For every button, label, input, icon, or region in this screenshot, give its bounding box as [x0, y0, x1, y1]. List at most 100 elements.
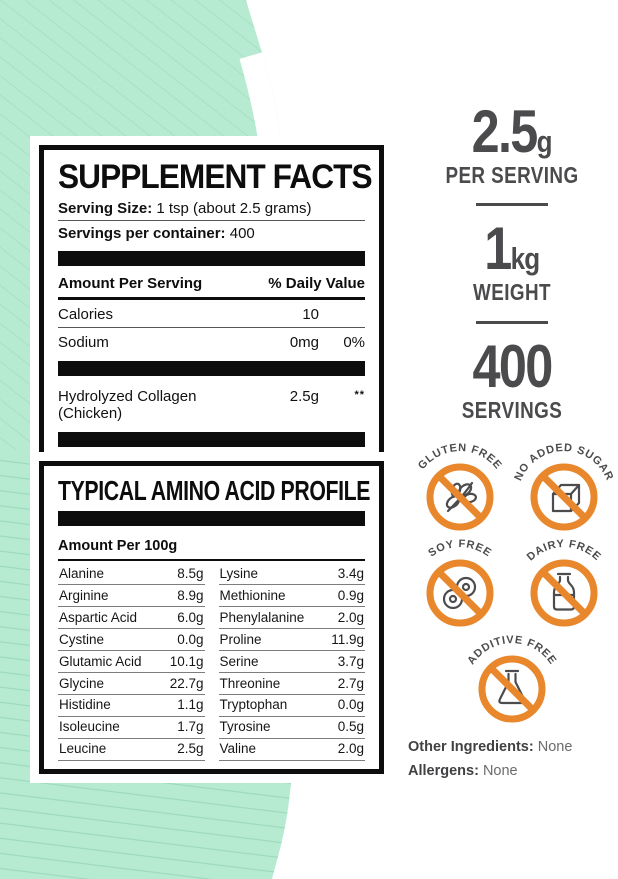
servings-value: 400	[229, 224, 255, 242]
row-name: Sodium	[58, 333, 109, 351]
amino-value: 1.1g	[177, 697, 204, 713]
table-row: Glycine 22.7g	[58, 673, 205, 695]
allergens-label: Allergens:	[408, 762, 479, 779]
servings-per-container-row: Servings per container: 400	[58, 221, 365, 245]
prohibition-circle-icon	[426, 559, 494, 627]
table-row: Methionine 0.9g	[218, 585, 365, 608]
daily-value-header: % Daily Value	[268, 274, 365, 292]
amino-table-right-column: Lysine 3.4g Methionine 0.9g Phenylalanine 2…	[218, 563, 365, 761]
table-row: Histidine 1.1g	[58, 695, 205, 717]
other-ingredients-value: None	[537, 738, 573, 755]
amino-value: 0.0g	[337, 697, 364, 713]
table-row: Tyrosine 0.5g	[218, 717, 365, 739]
other-ingredients-line: Other Ingredients: None	[408, 739, 618, 755]
ingredients-footer: Other Ingredients: None Allergens: None	[400, 739, 618, 779]
per-serving-unit: g	[536, 124, 553, 159]
amino-value: 2.0g	[337, 609, 364, 625]
row-name: Hydrolyzed Collagen (Chicken)	[58, 387, 197, 422]
amino-value: 0.9g	[337, 587, 364, 603]
stat-servings: 400 SERVINGS	[400, 336, 618, 423]
table-row: Leucine 2.5g	[58, 739, 205, 761]
table-row: Isoleucine 1.7g	[58, 717, 205, 739]
soy-free-badge: SOY FREE	[426, 538, 494, 627]
serving-size-value: 1 tsp (about 2.5 grams)	[156, 199, 312, 217]
thick-divider-bar	[58, 511, 365, 527]
stat-weight: 1kg WEIGHT	[400, 219, 618, 305]
amino-value: 3.4g	[337, 565, 364, 581]
serving-size-row: Serving Size: 1 tsp (about 2.5 grams)	[58, 196, 365, 221]
table-row-sodium: Sodium 0mg 0%	[58, 328, 365, 355]
prohibition-slash-icon	[540, 473, 588, 521]
product-stats-column: 2.5g PER SERVING 1kg WEIGHT 400 SERVINGS…	[400, 102, 618, 787]
servings-count-label: SERVINGS	[461, 396, 563, 423]
amino-value: 6.0g	[177, 609, 204, 625]
gluten-free-badge: GLUTEN FREE	[416, 442, 503, 531]
amino-value: 10.1g	[169, 653, 204, 669]
table-row: Lysine 3.4g	[218, 563, 365, 586]
amino-value: 3.7g	[337, 653, 364, 669]
row-amount: 0mg	[289, 333, 319, 351]
amino-value: 0.0g	[177, 631, 204, 647]
prohibition-slash-icon	[436, 569, 484, 617]
serving-size-label: Serving Size:	[58, 199, 153, 217]
badge-label: SOY FREE	[426, 538, 493, 560]
amino-profile-title: TYPICAL AMINO ACID PROFILE	[58, 475, 371, 506]
table-row: Arginine 8.9g	[58, 585, 205, 608]
weight-label: WEIGHT	[473, 279, 551, 306]
amino-name: Tyrosine	[219, 719, 271, 735]
per-serving-label: PER SERVING	[445, 162, 579, 188]
table-row: Serine 3.7g	[218, 651, 365, 673]
badge-label: NO ADDED SUGAR	[512, 442, 614, 483]
table-row: Tryptophan 0.0g	[218, 695, 365, 717]
row-dv: **	[354, 388, 365, 401]
amino-name: Arginine	[59, 587, 109, 603]
table-row: Threonine 2.7g	[218, 673, 365, 695]
stat-per-serving: 2.5g PER SERVING	[400, 102, 618, 188]
table-row: Aspartic Acid 6.0g	[58, 607, 205, 630]
stat-divider	[476, 203, 548, 207]
amino-name: Tryptophan	[219, 697, 288, 713]
amino-value: 0.5g	[337, 719, 364, 735]
thick-divider-bar	[58, 360, 365, 376]
amino-value: 2.0g	[337, 741, 364, 757]
prohibition-slash-icon	[436, 473, 484, 521]
prohibition-circle-icon	[530, 463, 598, 531]
other-ingredients-label: Other Ingredients:	[408, 738, 534, 755]
table-row: Cystine 0.0g	[58, 629, 205, 652]
amino-name: Threonine	[219, 675, 281, 691]
servings-label: Servings per container:	[58, 224, 226, 242]
amino-name: Glycine	[59, 675, 105, 691]
amino-name: Histidine	[59, 697, 111, 713]
facts-table-header: Amount Per Serving % Daily Value	[58, 272, 365, 300]
amino-value: 22.7g	[169, 675, 204, 691]
no-added-sugar-badge: NO ADDED SUGAR	[512, 442, 615, 531]
prohibition-circle-icon	[478, 655, 546, 723]
amino-value: 8.5g	[177, 565, 204, 581]
amino-name: Isoleucine	[59, 719, 120, 735]
amino-table: Alanine 8.5g Arginine 8.9g Aspartic Acid 6.…	[58, 563, 365, 761]
row-amount: 2.5g	[289, 387, 319, 405]
amino-value: 1.7g	[177, 719, 204, 735]
amino-value: 2.7g	[337, 675, 364, 691]
table-row: Proline 11.9g	[218, 629, 365, 652]
prohibition-slash-icon	[488, 665, 536, 713]
amino-acid-profile-panel: TYPICAL AMINO ACID PROFILE Amount Per 10…	[30, 452, 393, 783]
amino-name: Alanine	[59, 565, 105, 581]
row-amount: 10	[302, 305, 319, 323]
supplement-facts-title: SUPPLEMENT FACTS	[58, 158, 373, 196]
table-row: Phenylalanine 2.0g	[218, 607, 365, 630]
table-row: Alanine 8.5g	[58, 563, 205, 586]
svg-text:NO ADDED SUGAR: NO ADDED SUGAR	[512, 442, 615, 483]
prohibition-circle-icon	[530, 559, 598, 627]
amino-name: Glutamic Acid	[59, 653, 142, 669]
thick-divider-bar	[58, 250, 365, 266]
additive-free-badge: ADDITIVE FREE	[465, 634, 558, 723]
table-row-collagen: Hydrolyzed Collagen (Chicken) 2.5g **	[58, 382, 365, 426]
allergens-line: Allergens: None	[408, 763, 618, 779]
stat-divider	[476, 320, 548, 324]
amino-name: Phenylalanine	[219, 609, 305, 625]
svg-text:SOY FREE: SOY FREE	[426, 538, 493, 560]
servings-count: 400	[472, 332, 553, 400]
weight-unit: kg	[510, 241, 541, 277]
amino-table-left-column: Alanine 8.5g Arginine 8.9g Aspartic Acid 6.…	[58, 563, 205, 761]
